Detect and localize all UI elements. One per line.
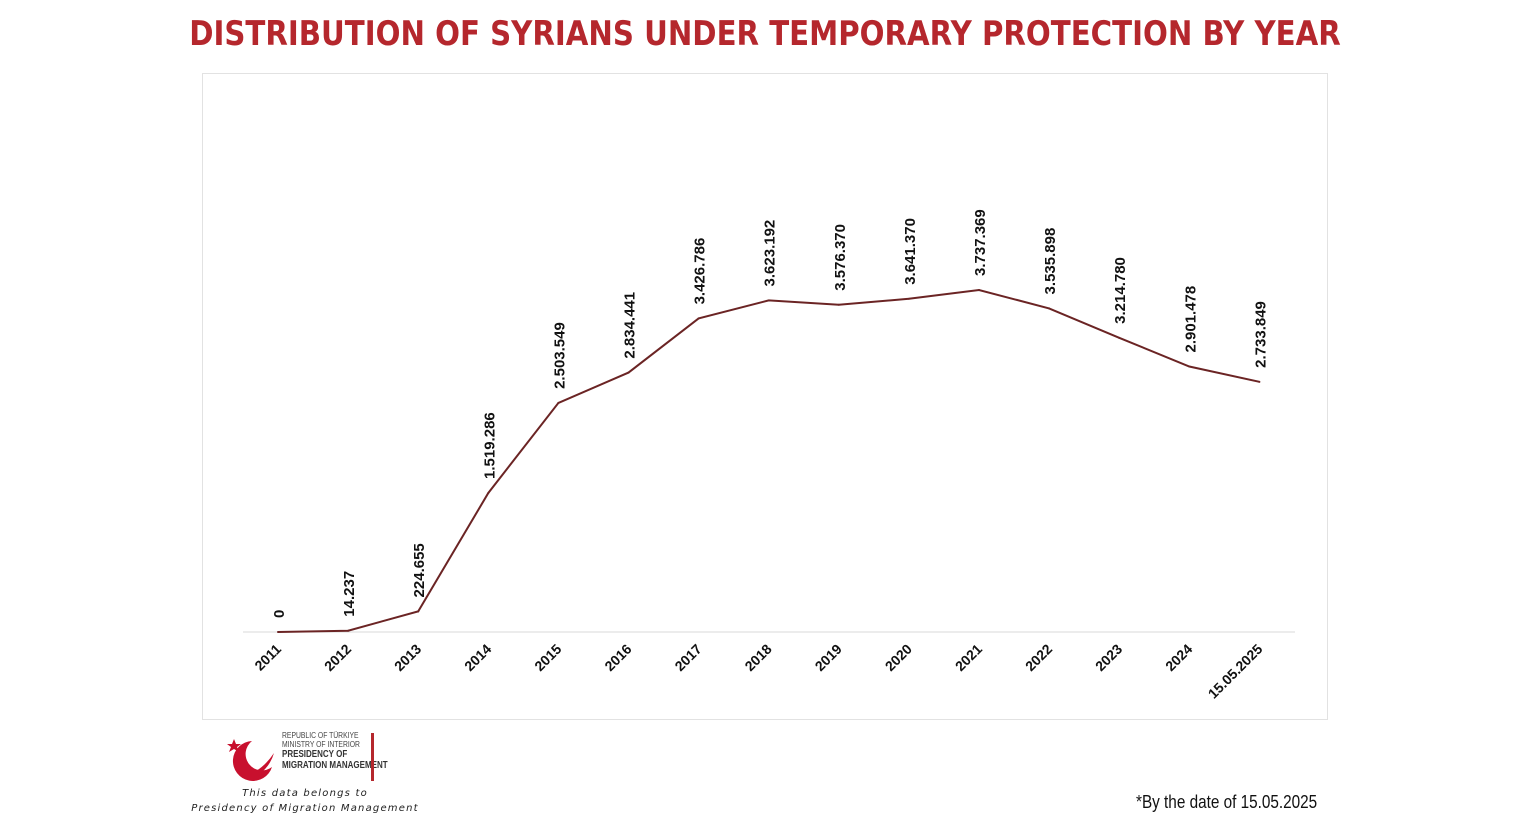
x-tick-label: 2016 — [601, 641, 634, 674]
x-tick-label: 2015 — [531, 641, 564, 674]
data-label: 2.503.549 — [551, 322, 568, 389]
data-label: 2.834.441 — [622, 292, 639, 359]
data-label: 3.641.370 — [902, 218, 919, 285]
data-point — [1188, 365, 1191, 368]
source-note-line2: Presidency of Migration Management — [191, 803, 419, 814]
page-title: DISTRIBUTION OF SYRIANS UNDER TEMPORARY … — [189, 14, 1341, 54]
data-label: 1.519.286 — [481, 412, 498, 479]
data-label: 3.535.898 — [1042, 228, 1059, 295]
ministry-logo: REPUBLIC OF TÜRKIYE MINISTRY OF INTERIOR… — [222, 731, 388, 783]
data-point — [907, 297, 910, 300]
x-tick-label: 15.05.2025 — [1205, 641, 1266, 702]
logo-text: REPUBLIC OF TÜRKIYE MINISTRY OF INTERIOR… — [282, 731, 414, 771]
data-label: 0 — [271, 610, 288, 618]
data-label: 224.655 — [411, 543, 428, 597]
x-tick-label: 2017 — [671, 641, 704, 674]
date-note: *By the date of 15.05.2025 — [1136, 792, 1318, 812]
crescent-star-icon — [227, 739, 274, 781]
source-note-line1: This data belongs to — [242, 788, 368, 799]
x-tick-label: 2023 — [1092, 641, 1125, 674]
data-point — [1118, 336, 1121, 339]
data-label: 3.737.369 — [972, 209, 989, 276]
source-note: This data belongs to Presidency of Migra… — [190, 786, 420, 816]
chart-area — [202, 73, 1328, 720]
x-tick-label: 2013 — [391, 641, 424, 674]
data-point — [487, 491, 490, 494]
x-tick-label: 2011 — [251, 641, 284, 674]
x-tick-label: 2018 — [741, 641, 774, 674]
data-point — [837, 303, 840, 306]
logo-divider — [371, 733, 374, 781]
data-point — [277, 631, 279, 633]
data-point — [347, 629, 350, 632]
x-tick-label: 2022 — [1022, 641, 1055, 674]
logo-line-presidency: PRESIDENCY OF — [282, 749, 348, 760]
logo-line-migration: MIGRATION MANAGEMENT — [282, 760, 388, 771]
logo-line-ministry: MINISTRY OF INTERIOR — [282, 740, 360, 749]
data-label: 3.576.370 — [832, 224, 849, 291]
data-point — [978, 289, 980, 291]
data-point — [697, 317, 700, 320]
data-label: 3.426.786 — [692, 238, 709, 305]
data-point — [417, 610, 420, 613]
data-label: 3.214.780 — [1112, 257, 1129, 324]
data-point — [627, 371, 630, 374]
data-label: 2.733.849 — [1252, 301, 1269, 368]
data-label: 14.237 — [341, 571, 358, 617]
x-tick-label: 2021 — [952, 641, 985, 674]
logo-line-country: REPUBLIC OF TÜRKIYE — [282, 731, 359, 740]
data-point — [767, 299, 770, 302]
x-tick-label: 2020 — [882, 641, 915, 674]
x-tick-label: 2019 — [812, 641, 845, 674]
data-label: 3.623.192 — [762, 220, 779, 287]
data-point — [1258, 380, 1261, 383]
x-tick-label: 2012 — [321, 641, 354, 674]
data-label: 2.901.478 — [1182, 286, 1199, 353]
x-tick-label: 2014 — [461, 641, 494, 674]
data-point — [557, 401, 560, 404]
x-tick-label: 2024 — [1162, 641, 1195, 674]
data-point — [1048, 307, 1051, 310]
